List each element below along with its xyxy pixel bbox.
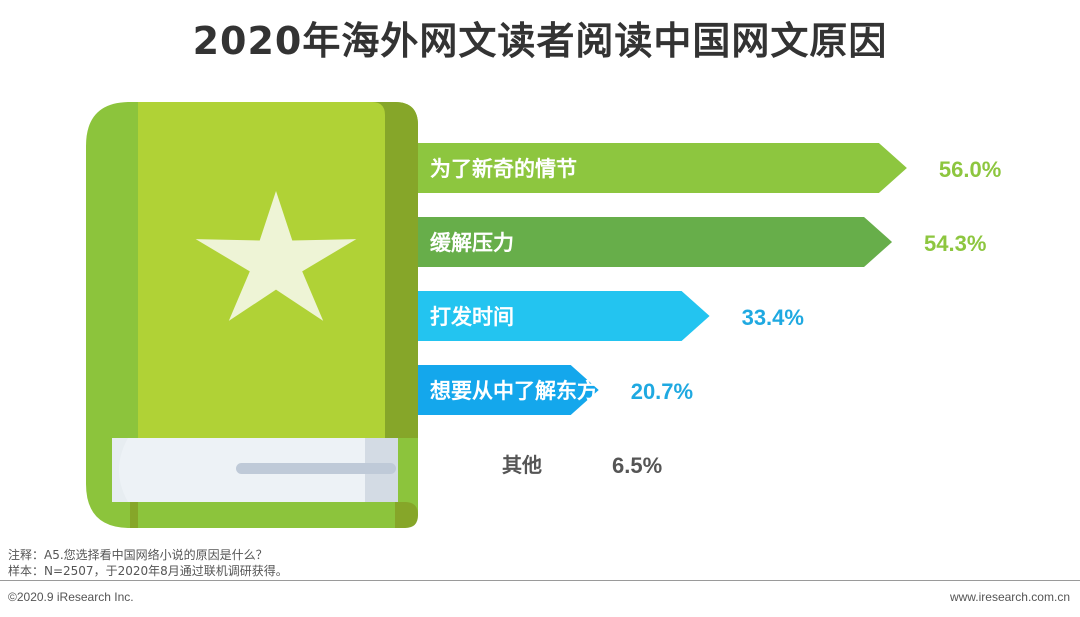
- bar-3: [418, 291, 710, 341]
- footer-website: www.iresearch.com.cn: [949, 590, 1070, 604]
- chart: 为了新奇的情节 56.0% 缓解压力 54.3% 打发时间 33.4% 想要从中了解东方文化…: [86, 102, 1001, 528]
- category-label-2: 缓解压力: [430, 231, 514, 255]
- category-label-4: 想要从中了解东方文化: [430, 379, 640, 403]
- value-label-2: 54.3%: [924, 231, 986, 256]
- category-label-3: 打发时间: [430, 305, 514, 329]
- value-label-3: 33.4%: [742, 305, 804, 330]
- bar-5: [418, 439, 475, 489]
- value-label-5: 6.5%: [612, 453, 662, 478]
- category-label-1: 为了新奇的情节: [430, 157, 577, 181]
- bar-1: [418, 143, 907, 193]
- book-with-star-icon: [86, 102, 418, 528]
- note-question: 注释：A5.您选择看中国网络小说的原因是什么？: [8, 548, 268, 562]
- footer-divider: [0, 580, 1080, 581]
- chart-title: 2020年海外网文读者阅读中国网文原因: [192, 19, 888, 63]
- category-label-5: 其他: [502, 453, 542, 477]
- note-sample: 样本：N=2507，于2020年8月通过联机调研获得。: [8, 564, 288, 578]
- value-label-4: 20.7%: [631, 379, 693, 404]
- bars-group: 为了新奇的情节 56.0% 缓解压力 54.3% 打发时间 33.4% 想要从中了解东方文化…: [418, 143, 1001, 489]
- bar-4: [418, 365, 599, 415]
- value-label-1: 56.0%: [939, 157, 1001, 182]
- footer-copyright: ©2020.9 iResearch Inc.: [8, 590, 134, 604]
- bar-2: [418, 217, 893, 267]
